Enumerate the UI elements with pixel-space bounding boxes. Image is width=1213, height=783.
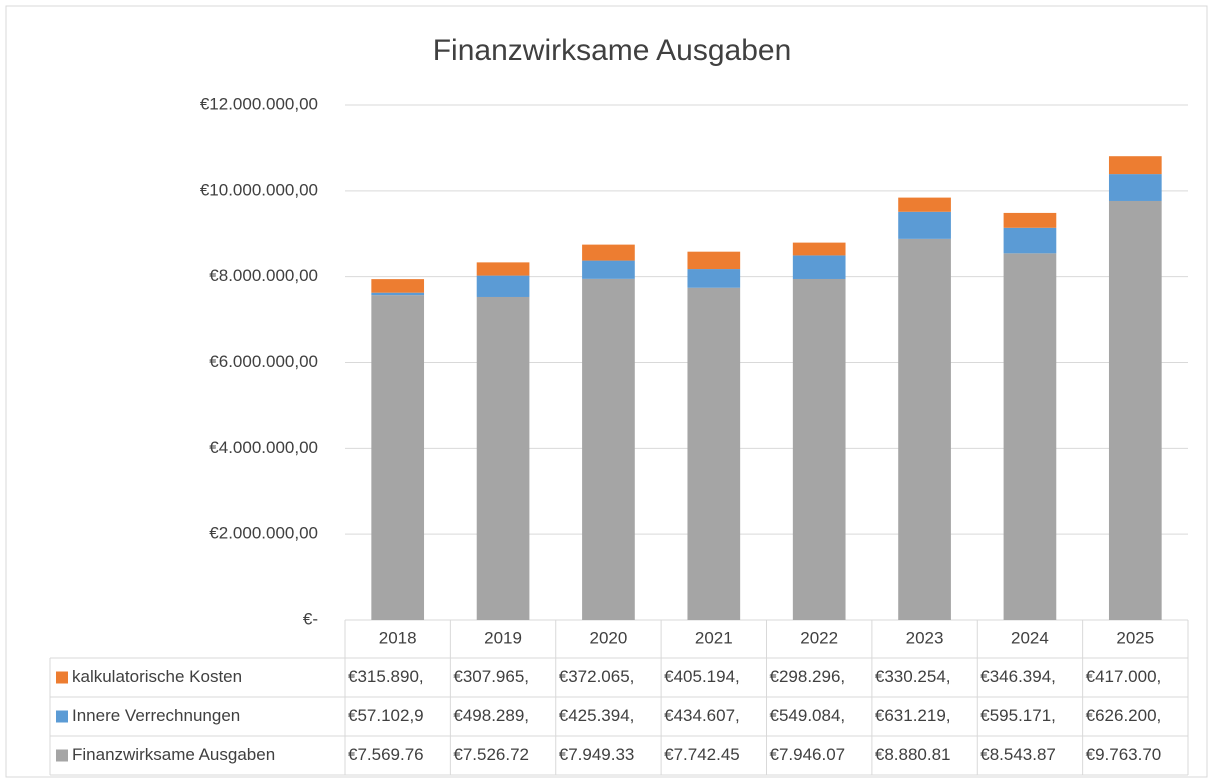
x-tick-label: 2022: [800, 628, 838, 647]
table-cell: €595.171,: [980, 706, 1056, 725]
bar-segment: [582, 260, 635, 279]
table-cell: €549.084,: [770, 706, 846, 725]
table-cell: €8.880.81: [875, 745, 951, 764]
bar-segment: [792, 242, 846, 256]
table-cell: €498.289,: [453, 706, 529, 725]
x-tick-label: 2021: [695, 628, 733, 647]
bar-segment: [792, 278, 846, 620]
legend-swatch: [56, 710, 68, 723]
table-cell: €330.254,: [875, 667, 951, 686]
bar-segment: [1108, 174, 1162, 201]
table-cell: €7.949.33: [559, 745, 635, 764]
bar-segment: [792, 255, 846, 279]
bar-segment: [898, 238, 951, 620]
table-cell: €7.526.72: [453, 745, 529, 764]
table-cell: €417.000,: [1086, 667, 1162, 686]
bar-segment: [371, 295, 425, 620]
legend-label: kalkulatorische Kosten: [72, 667, 242, 686]
bar-segment: [687, 287, 741, 620]
table-cell: €372.065,: [559, 667, 635, 686]
bar-segment: [1003, 227, 1057, 254]
x-tick-label: 2018: [379, 628, 417, 647]
legend-swatch: [56, 749, 68, 762]
y-tick-label: €4.000.000,00: [209, 438, 318, 457]
x-tick-label: 2019: [484, 628, 522, 647]
table-cell: €631.219,: [875, 706, 951, 725]
table-cell: €9.763.70: [1086, 745, 1162, 764]
bar-segment: [1108, 200, 1162, 620]
bar-segment: [898, 197, 951, 212]
bar-segment: [582, 278, 635, 620]
x-tick-label: 2024: [1011, 628, 1049, 647]
table-cell: €425.394,: [559, 706, 635, 725]
y-tick-label: €8.000.000,00: [209, 266, 318, 285]
legend-label: Finanzwirksame Ausgaben: [72, 745, 275, 764]
table-cell: €7.742.45: [664, 745, 740, 764]
bar-segment: [1108, 156, 1162, 175]
bar-segment: [582, 244, 635, 261]
table-cell: €8.543.87: [980, 745, 1056, 764]
y-tick-label: €6.000.000,00: [209, 352, 318, 371]
x-tick-label: 2025: [1116, 628, 1154, 647]
table-cell: €346.394,: [980, 667, 1056, 686]
bar-segment: [476, 262, 530, 276]
bar-segment: [1003, 212, 1057, 228]
bar-segment: [898, 211, 951, 239]
bar-segment: [1003, 253, 1057, 621]
table-cell: €298.296,: [770, 667, 846, 686]
table-cell: €405.194,: [664, 667, 740, 686]
chart-title: Finanzwirksame Ausgaben: [433, 34, 792, 67]
table-cell: €57.102,9: [348, 706, 424, 725]
bar-segment: [371, 292, 425, 296]
y-tick-label: €10.000.000,00: [200, 180, 318, 199]
bar-segment: [476, 275, 530, 297]
bar-segment: [687, 269, 741, 288]
legend-label: Innere Verrechnungen: [72, 706, 240, 725]
bar-segment: [476, 296, 530, 620]
bar-segment: [687, 251, 741, 270]
table-cell: €307.965,: [453, 667, 529, 686]
table-cell: €7.946.07: [770, 745, 846, 764]
y-tick-label: €2.000.000,00: [209, 524, 318, 543]
bar-segment: [371, 279, 425, 293]
legend-swatch: [56, 671, 68, 684]
x-tick-label: 2020: [590, 628, 628, 647]
y-tick-label: €12.000.000,00: [200, 94, 318, 113]
table-cell: €7.569.76: [348, 745, 424, 764]
y-tick-label: €-: [303, 609, 318, 628]
table-cell: €626.200,: [1086, 706, 1162, 725]
table-cell: €434.607,: [664, 706, 740, 725]
table-cell: €315.890,: [348, 667, 424, 686]
x-tick-label: 2023: [906, 628, 944, 647]
